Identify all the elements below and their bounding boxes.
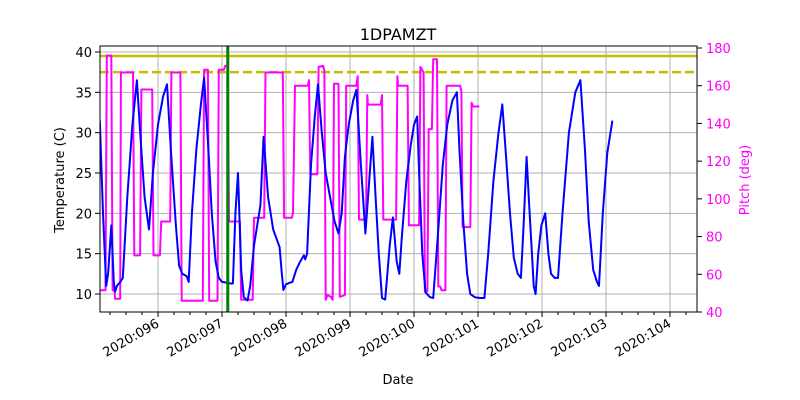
grid-lines <box>100 46 697 312</box>
y-tick-label: 35 <box>75 86 92 101</box>
y2-tick-label: 100 <box>706 193 731 208</box>
y-tick-label: 10 <box>75 288 92 303</box>
plot-area <box>100 54 614 302</box>
y-tick-label: 15 <box>75 248 92 263</box>
pitch-series-line <box>100 54 480 302</box>
y2-tick-label: 180 <box>706 42 731 57</box>
y2-tick-label: 80 <box>706 231 723 246</box>
y2-tick-label: 40 <box>706 306 723 321</box>
y2-axis-label: Pitch (deg) <box>738 145 753 215</box>
y2-tick-label: 60 <box>706 268 723 283</box>
y-tick-label: 25 <box>75 167 92 182</box>
chart-title: 1DPAMZT <box>360 25 437 44</box>
y-axis-temperature: 10 15 20 25 30 35 40 <box>75 46 100 303</box>
temperature-series-line <box>100 76 614 302</box>
y2-tick-label: 120 <box>706 155 731 170</box>
y2-tick-label: 160 <box>706 80 731 95</box>
y2-tick-label: 140 <box>706 117 731 132</box>
y-axis-pitch: 40 60 80 100 120 140 160 180 <box>697 42 731 321</box>
x-axis-label: Date <box>382 373 413 388</box>
y-axis-label: Temperature (C) <box>53 127 68 234</box>
y-tick-label: 40 <box>75 46 92 61</box>
reference-lines <box>100 54 697 74</box>
y-tick-label: 20 <box>75 207 92 222</box>
y-tick-label: 30 <box>75 127 92 142</box>
